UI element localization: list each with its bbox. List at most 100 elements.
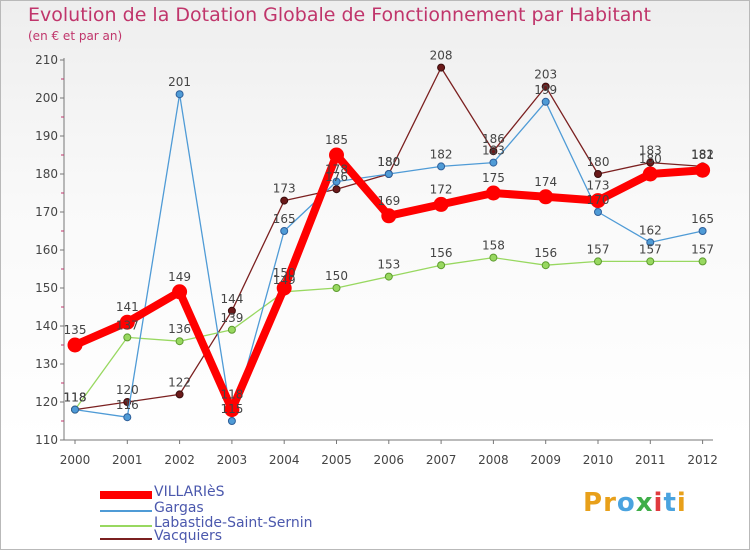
data-point (332, 284, 341, 292)
data-label: 149 (273, 273, 296, 287)
data-label: 141 (116, 300, 139, 314)
data-label: 183 (482, 144, 505, 158)
data-label: 175 (482, 171, 505, 185)
data-point (227, 417, 236, 425)
y-tick-label: 190 (35, 129, 58, 143)
data-label: 201 (168, 75, 191, 89)
x-tick-label: 2003 (217, 453, 248, 467)
legend-swatch (100, 525, 152, 527)
data-label: 182 (430, 147, 453, 161)
x-tick-label: 2002 (164, 453, 195, 467)
proxiti-logo: Proxiti (583, 488, 687, 518)
data-label: 199 (534, 83, 557, 97)
data-point (276, 280, 292, 296)
data-label: 144 (220, 292, 243, 306)
y-tick-label: 210 (35, 53, 58, 67)
data-label: 183 (639, 144, 662, 158)
legend-label: Vacquiers (154, 528, 223, 544)
data-point (381, 208, 397, 224)
data-label: 182 (691, 147, 714, 161)
data-point (227, 325, 236, 334)
data-point (594, 170, 602, 178)
data-point (594, 208, 602, 216)
y-tick-label: 160 (35, 243, 58, 257)
data-point (71, 405, 79, 414)
data-label: 169 (377, 194, 400, 208)
data-point (175, 390, 184, 399)
chart-subtitle: (en € et par an) (28, 29, 123, 43)
data-label: 181 (691, 148, 714, 162)
logo-letter: i (653, 488, 664, 518)
data-label: 178 (325, 163, 348, 177)
data-label: 157 (587, 242, 610, 256)
x-tick-label: 2004 (269, 453, 300, 467)
data-label: 118 (64, 391, 87, 405)
data-point (437, 162, 446, 171)
y-tick-label: 200 (35, 91, 58, 105)
data-point (642, 166, 658, 182)
data-label: 180 (639, 152, 662, 166)
data-label: 157 (691, 242, 714, 256)
data-label: 115 (220, 402, 243, 416)
x-tick-label: 2012 (687, 453, 718, 467)
data-label: 170 (587, 193, 610, 207)
data-point (280, 227, 289, 235)
data-point (541, 261, 550, 270)
data-point (332, 177, 341, 186)
chart-title: Evolution de la Dotation Globale de Fonc… (28, 4, 651, 26)
data-point (594, 257, 602, 266)
data-point (280, 196, 289, 205)
data-point (646, 238, 655, 247)
data-point (485, 185, 501, 201)
data-label: 157 (639, 242, 662, 256)
x-tick-label: 2008 (478, 453, 509, 467)
data-point (698, 257, 707, 266)
data-label: 156 (430, 246, 453, 260)
data-point (489, 147, 498, 156)
y-tick-label: 180 (35, 167, 58, 181)
data-label: 116 (116, 398, 139, 412)
data-label: 180 (587, 155, 610, 169)
data-point (489, 158, 498, 167)
data-label: 137 (116, 318, 139, 332)
data-label: 185 (325, 133, 348, 147)
data-point (175, 90, 184, 99)
legend-swatch (100, 510, 152, 512)
data-point (329, 147, 344, 163)
data-point (384, 170, 393, 178)
data-label: 156 (534, 246, 557, 260)
data-point (123, 413, 132, 422)
data-label: 208 (430, 49, 453, 63)
y-tick-label: 130 (35, 357, 58, 371)
legend-label: VILLARIèS (154, 484, 225, 500)
legend-swatch (100, 538, 152, 540)
logo-letter: P (583, 488, 604, 518)
x-tick-label: 2009 (530, 453, 561, 467)
data-label: 118 (64, 391, 87, 405)
data-label: 165 (273, 212, 296, 226)
y-tick-label: 150 (35, 281, 58, 295)
x-tick-label: 2010 (583, 453, 614, 467)
data-point (332, 185, 341, 194)
logo-letter: o (616, 488, 636, 518)
data-label: 122 (168, 375, 191, 389)
x-tick-label: 2006 (374, 453, 405, 467)
data-label: 149 (168, 270, 191, 284)
data-point (489, 253, 498, 262)
data-point (541, 97, 550, 106)
data-point (538, 189, 554, 205)
legend-swatch (100, 491, 152, 499)
data-label: 176 (325, 170, 348, 184)
data-point (67, 337, 83, 353)
data-point (541, 82, 550, 91)
data-point (119, 314, 135, 330)
data-point (646, 158, 655, 167)
data-label: 150 (325, 269, 348, 283)
data-label: 158 (482, 239, 505, 253)
data-point (437, 63, 446, 72)
x-tick-label: 2011 (635, 453, 666, 467)
data-point (172, 284, 188, 300)
data-point (646, 257, 655, 266)
